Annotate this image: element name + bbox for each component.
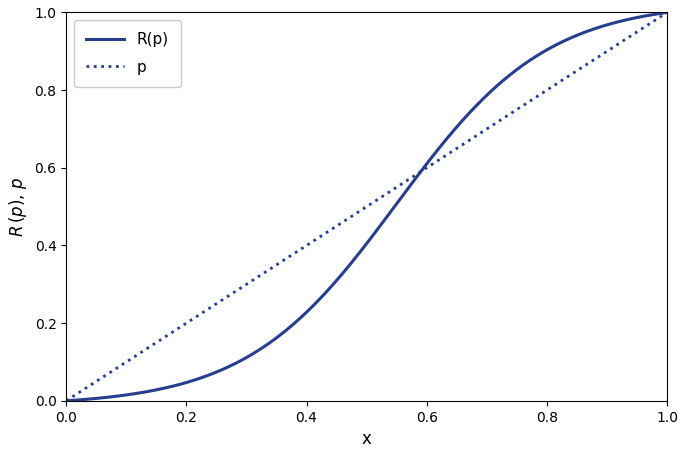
R(p) — [327, 284, 335, 290]
R(p) — [663, 10, 671, 15]
X-axis label: x: x — [362, 430, 371, 448]
Legend: R(p), p: R(p), p — [74, 20, 181, 87]
p — [62, 398, 71, 404]
p — [475, 131, 483, 137]
Y-axis label: $R\,(p),\,p$: $R\,(p),\,p$ — [7, 176, 29, 237]
p — [541, 88, 549, 94]
p — [327, 227, 335, 233]
R(p) — [62, 398, 71, 404]
R(p) — [541, 48, 549, 53]
R(p) — [123, 392, 132, 398]
R(p) — [531, 55, 539, 60]
R(p) — [305, 307, 313, 312]
p — [663, 10, 671, 15]
R(p) — [475, 101, 483, 106]
p — [305, 241, 313, 247]
p — [531, 95, 539, 101]
Line: R(p): R(p) — [66, 12, 667, 401]
p — [123, 359, 132, 364]
Line: p: p — [66, 12, 667, 401]
